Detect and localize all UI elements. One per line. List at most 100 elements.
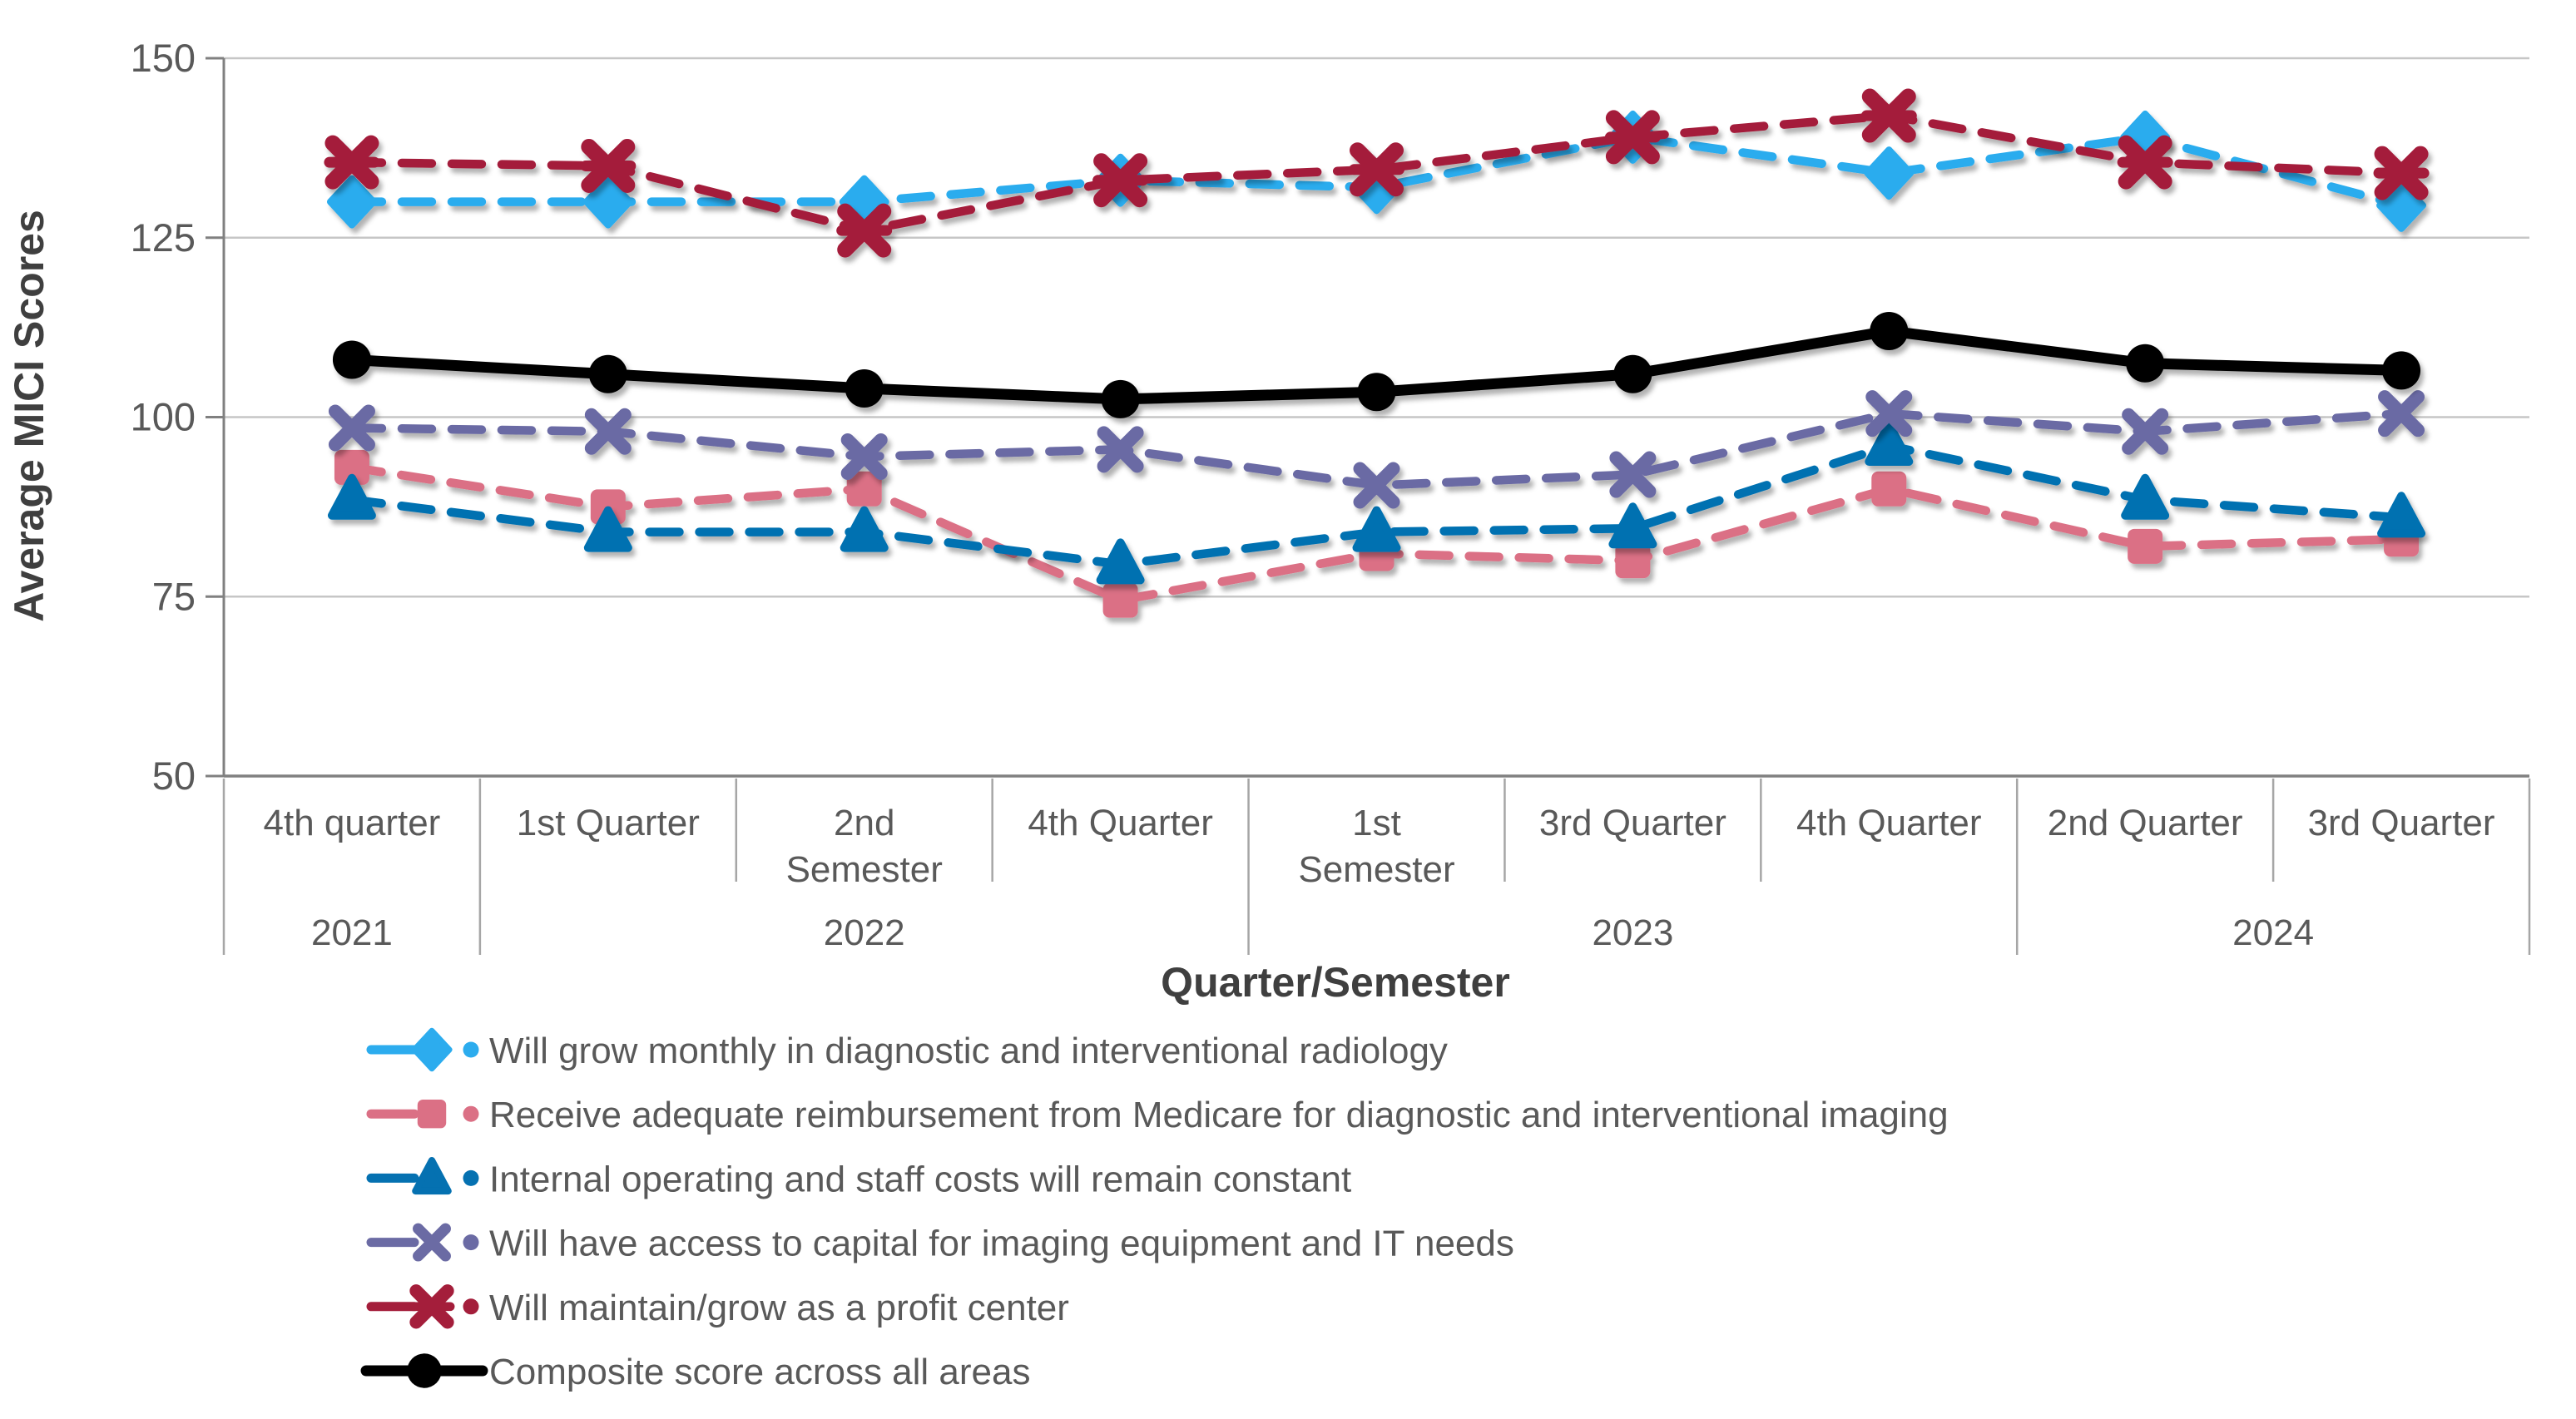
x-category-label: 1st Quarter [517,803,700,843]
data-point-s5-c2 [845,368,884,408]
series-layer [324,88,2430,618]
data-point-s0-c6 [1864,146,1915,200]
legend-label: Receive adequate reimbursement from Medi… [489,1095,1949,1135]
y-tick-labels: 150 125 100 75 50 [131,36,196,798]
data-point-s3-c3 [1097,426,1144,473]
data-point-s1-c3 [1102,582,1138,618]
data-point-s5-c1 [588,354,627,393]
x-category-label: 3rd Quarter [1539,803,1726,843]
data-point-s4-c7 [2117,135,2173,190]
data-point-s2-c1 [583,506,632,552]
series-line-3 [347,408,2406,490]
legend-label: Internal operating and staff costs will … [489,1159,1351,1199]
data-point-s0-c1 [582,175,633,229]
legend-marker [411,1027,453,1072]
data-point-s5-c5 [1613,354,1652,393]
data-point-s1-c5 [1615,543,1651,579]
x-category-label: 2nd Semester [786,803,943,890]
series-4 [324,88,2430,258]
x-axis-title: Quarter/Semester [1161,959,1510,1006]
data-point-s5-c8 [2382,351,2421,390]
x-category-label: 4th Quarter [1028,803,1213,843]
data-point-s2-c8 [2377,492,2426,538]
legend-dot-sample [463,1169,479,1186]
data-point-s3-c8 [2378,390,2425,438]
y-tick-label: 150 [131,36,196,80]
data-point-s3-c1 [584,408,632,455]
data-point-s4-c5 [1604,110,1661,165]
x-category-label: 4th Quarter [1796,803,1982,843]
data-point-s1-c0 [334,449,369,485]
data-point-s3-c0 [328,404,375,452]
series-3 [328,390,2425,509]
legend-label: Composite score across all areas [489,1352,1030,1392]
x-category-labels: 4th quarter 1st Quarter 2nd Semester 4th Qua… [264,803,2495,890]
gridlines [224,57,2529,598]
y-tick-label: 125 [131,215,196,260]
legend-item-1: Receive adequate reimbursement from Medi… [366,1095,1949,1135]
year-label: 2024 [2232,912,2314,953]
data-point-s2-c4 [1352,506,1401,552]
legend-label: Will maintain/grow as a profit center [489,1288,1069,1328]
data-point-s4-c1 [580,138,637,193]
data-point-s4-c8 [2373,146,2430,200]
legend-item-0: Will grow monthly in diagnostic and inte… [366,1027,1448,1072]
legend-dot-sample [463,1298,479,1315]
legend-label: Will have access to capital for imaging … [489,1224,1514,1264]
legend-marker [412,1156,452,1195]
legend-marker [409,1284,455,1329]
series-5 [332,311,2421,418]
legend-item-5: Composite score across all areas [360,1352,1030,1392]
data-point-s4-c3 [1092,153,1149,208]
y-tick-label: 100 [131,395,196,439]
data-point-s2-c0 [327,473,376,520]
series-2 [327,420,2426,585]
data-point-s2-c6 [1865,420,1914,467]
data-point-s1-c7 [2128,528,2163,564]
data-point-s5-c3 [1101,379,1140,418]
data-point-s2-c7 [2121,473,2170,520]
legend-item-2: Internal operating and staff costs will … [366,1156,1351,1199]
data-point-s4-c4 [1349,142,1404,197]
legend-item-3: Will have access to capital for imaging … [366,1223,1514,1264]
legend-marker [407,1353,442,1388]
data-point-s2-c2 [840,506,889,552]
data-point-s3-c4 [1353,462,1400,509]
legend-label: Will grow monthly in diagnostic and inte… [489,1031,1448,1071]
year-labels: 2021 2022 2023 2024 [311,912,2314,953]
data-point-s3-c7 [2122,408,2169,455]
legend-item-4: Will maintain/grow as a profit center [366,1284,1069,1329]
data-point-s5-c0 [332,340,371,379]
year-label: 2023 [1592,912,1673,953]
legend-dot-sample [463,1105,479,1122]
data-point-s0-c0 [326,175,377,229]
data-point-s2-c3 [1096,538,1145,585]
x-category-label: 2nd Quarter [2048,803,2243,843]
data-point-s3-c2 [840,433,888,480]
legend-dot-sample [463,1234,479,1251]
y-tick-label: 75 [152,574,196,618]
legend-marker [417,1099,447,1129]
data-point-s3-c6 [1865,390,1913,438]
x-category-label: 3rd Quarter [2308,803,2495,843]
series-1 [334,449,2420,618]
data-point-s2-c5 [1608,502,1657,549]
year-label: 2022 [824,912,905,953]
data-point-s4-c0 [324,135,380,190]
data-point-s3-c5 [1609,451,1657,498]
data-point-s4-c6 [1860,88,1917,143]
data-point-s5-c4 [1357,373,1396,412]
legend-marker [413,1223,451,1262]
legend: Will grow monthly in diagnostic and inte… [360,1027,1949,1392]
legend-dot-sample [463,1041,479,1058]
data-point-s5-c6 [1870,311,1909,350]
x-category-label: 4th quarter [264,803,441,843]
data-point-s1-c2 [846,471,882,507]
series-line-4 [347,111,2406,235]
data-point-s5-c7 [2126,344,2165,383]
year-label: 2021 [311,912,393,953]
y-axis-title: Average MICI Scores [6,210,52,622]
y-tick-label: 50 [152,754,196,798]
axes [206,57,2531,955]
